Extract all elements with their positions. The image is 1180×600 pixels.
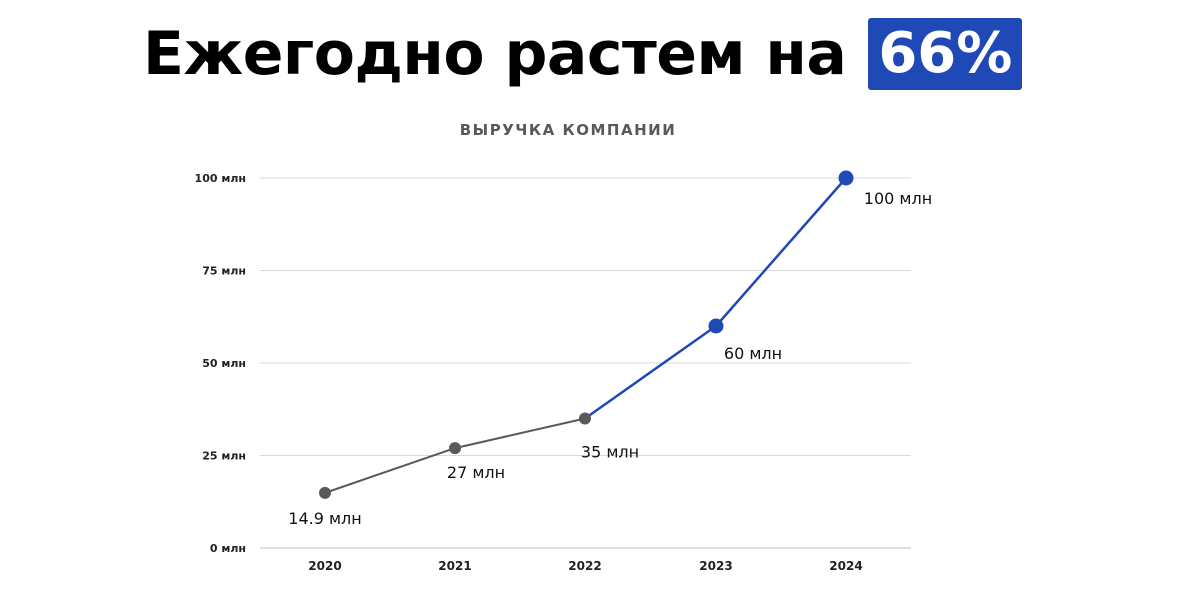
- headline-text: Ежегодно растем на: [143, 19, 847, 89]
- data-labels: 14.9 млн 27 млн 35 млн 60 млн 100 млн: [288, 189, 932, 528]
- line-segment: [714, 176, 848, 328]
- headline-badge: 66%: [868, 18, 1023, 90]
- data-point: [579, 412, 591, 425]
- y-tick-label: 50 млн: [202, 357, 246, 370]
- data-label: 14.9 млн: [288, 509, 361, 528]
- data-label: 100 млн: [864, 189, 932, 208]
- data-point: [708, 318, 724, 334]
- x-tick-label: 2021: [438, 559, 471, 573]
- series-lines: [324, 176, 848, 494]
- data-label: 27 млн: [447, 463, 505, 482]
- line-segment: [324, 447, 456, 494]
- data-label: 60 млн: [724, 344, 782, 363]
- data-point: [449, 442, 461, 455]
- y-tick-label: 25 млн: [202, 450, 246, 463]
- x-tick-label: 2023: [699, 559, 732, 573]
- x-axis-ticks: 2020 2021 2022 2023 2024: [308, 559, 862, 573]
- gridlines: [260, 177, 911, 549]
- line-segment: [583, 324, 718, 420]
- data-point: [319, 486, 331, 499]
- y-axis-ticks: 0 млн 25 млн 50 млн 75 млн 100 млн: [195, 172, 246, 555]
- headline: Ежегодно растем на 66%: [143, 14, 1023, 94]
- series-points: [319, 170, 854, 499]
- x-tick-label: 2022: [568, 559, 601, 573]
- x-tick-label: 2020: [308, 559, 341, 573]
- data-point: [838, 170, 854, 186]
- y-tick-label: 0 млн: [210, 542, 246, 555]
- x-tick-label: 2024: [829, 559, 862, 573]
- chart-title: ВЫРУЧКА КОМПАНИИ: [460, 121, 677, 139]
- line-segment: [454, 417, 586, 450]
- data-label: 35 млн: [581, 443, 639, 462]
- y-tick-label: 100 млн: [195, 172, 246, 185]
- y-tick-label: 75 млн: [202, 265, 246, 278]
